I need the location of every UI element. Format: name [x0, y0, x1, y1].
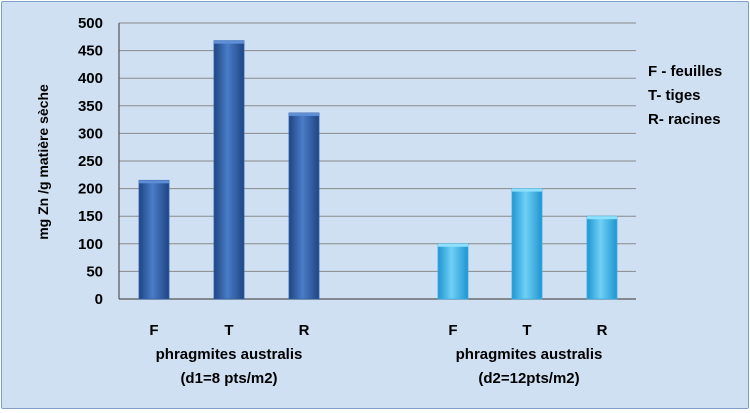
bar-cap	[587, 216, 617, 220]
y-tick-label: 300	[78, 125, 103, 142]
category-label: T	[224, 322, 233, 339]
y-tick-label: 150	[78, 208, 103, 225]
bar-cap	[512, 188, 542, 192]
category-label: R	[299, 322, 310, 339]
group-label-line2: (d1=8 pts/m2)	[180, 370, 277, 387]
bar-1-T	[213, 40, 245, 300]
y-tick-label: 0	[95, 291, 103, 308]
category-label: F	[149, 322, 158, 339]
y-tick-label: 450	[78, 43, 103, 60]
y-axis-title: mg Zn /g matière sèche	[35, 84, 51, 240]
bars	[138, 40, 618, 300]
category-label: T	[522, 322, 531, 339]
y-tick-label: 250	[78, 153, 103, 170]
labels: 0 50 100 150 200 250 300 350 400 450 500 F T Rphragmi…	[78, 15, 608, 387]
bar-cap	[139, 180, 169, 184]
y-tick-label: 200	[78, 181, 103, 198]
bar-chart: 0 50 100 150 200 250 300 350 400 450 500 F T Rphragmi…	[35, 15, 722, 387]
group-label-line1: phragmites australis	[456, 346, 603, 363]
y-tick-label: 350	[78, 98, 103, 115]
category-label: F	[448, 322, 457, 339]
gridlines	[118, 22, 636, 300]
bar-cap	[438, 243, 468, 247]
bar-1-F	[138, 179, 170, 300]
y-tick-label: 500	[78, 15, 103, 32]
bar-cap	[289, 112, 319, 116]
y-tick-label: 400	[78, 70, 103, 87]
y-tick-label: 50	[86, 263, 103, 280]
group-label-line2: (d2=12pts/m2)	[478, 370, 579, 387]
legend-entry-feuilles: F - feuilles	[648, 63, 722, 80]
bar-1-R	[288, 112, 320, 300]
y-tick-label: 100	[78, 236, 103, 253]
legend-entry-tiges: T- tiges	[648, 87, 701, 104]
category-label: R	[597, 322, 608, 339]
bar-cap	[214, 40, 244, 44]
legend: F - feuilles T- tiges R- racines	[648, 63, 722, 128]
bar-2-T	[511, 188, 543, 300]
bar-2-F	[437, 243, 469, 300]
group-label-line1: phragmites australis	[156, 346, 303, 363]
legend-entry-racines: R- racines	[648, 111, 721, 128]
bar-2-R	[586, 215, 618, 300]
